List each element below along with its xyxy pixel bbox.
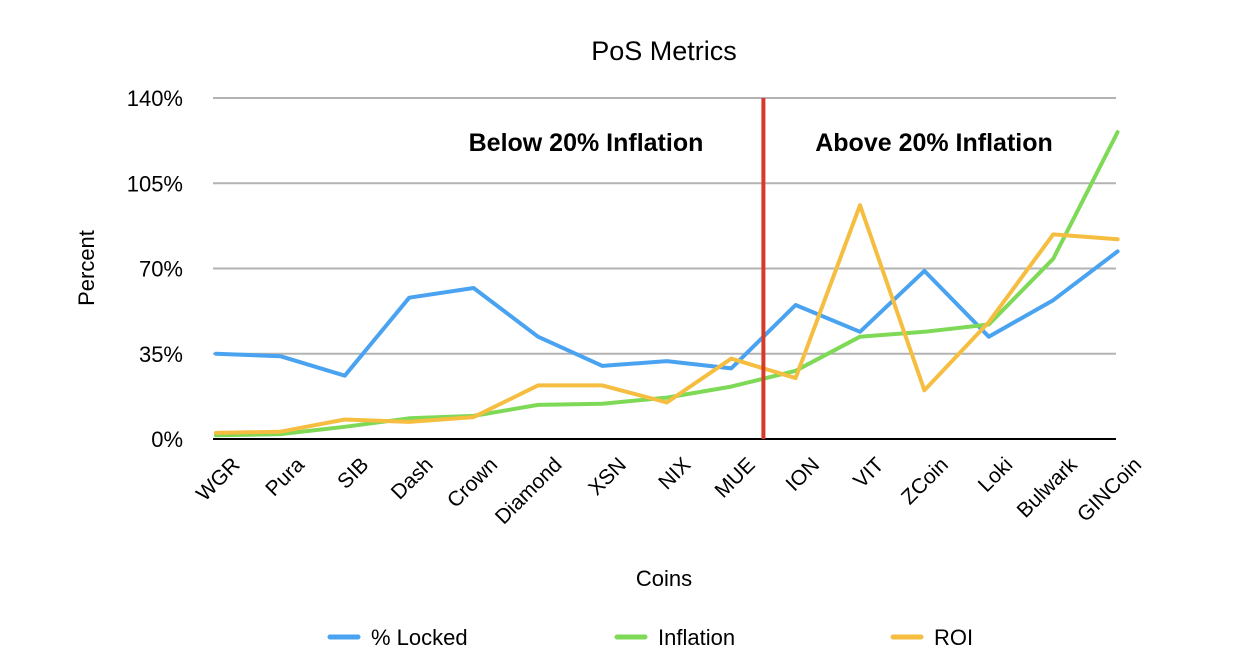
x-tick-label: VIT	[849, 453, 888, 492]
y-tick-label: 140%	[127, 86, 183, 111]
y-axis-label: Percent	[74, 230, 99, 306]
x-tick-label: ZCoin	[897, 453, 953, 509]
x-tick-label: MUE	[710, 453, 759, 502]
x-tick-label: Crown	[443, 453, 502, 512]
series-line-locked	[214, 249, 1120, 378]
legend-label: ROI	[934, 625, 973, 650]
x-tick-label: ION	[781, 453, 824, 496]
x-tick-label: Dash	[387, 453, 438, 504]
legend-label: Inflation	[658, 625, 735, 650]
x-tick-label: GINCoin	[1073, 453, 1146, 526]
x-tick-label: Loki	[974, 453, 1018, 497]
x-tick-label: Diamond	[491, 453, 567, 529]
series-lines	[214, 130, 1120, 438]
x-tick-label: XSN	[584, 453, 631, 500]
series-line-roi	[214, 203, 1120, 435]
x-axis-label: Coins	[636, 566, 692, 591]
chart-title: PoS Metrics	[591, 36, 737, 66]
gridlines	[213, 97, 1116, 355]
x-tick-label: SIB	[333, 453, 373, 493]
y-tick-label: 105%	[127, 171, 183, 196]
y-tick-label: 70%	[139, 257, 183, 282]
annotation-below-inflation: Below 20% Inflation	[469, 129, 704, 157]
x-tick-label: Pura	[261, 453, 309, 501]
y-tick-label: 0%	[151, 427, 183, 452]
y-tick-label: 35%	[139, 342, 183, 367]
x-tick-label: NIX	[654, 453, 695, 494]
annotation-above-inflation: Above 20% Inflation	[815, 129, 1053, 157]
x-tick-label: WGR	[192, 453, 245, 506]
legend-label: % Locked	[371, 625, 468, 650]
legend: % Locked Inflation ROI	[327, 625, 973, 650]
x-tick-label: Bulwark	[1013, 453, 1082, 522]
series-line-inflation	[214, 130, 1120, 438]
y-axis-ticks: 0% 35% 70% 105% 140%	[127, 86, 183, 452]
